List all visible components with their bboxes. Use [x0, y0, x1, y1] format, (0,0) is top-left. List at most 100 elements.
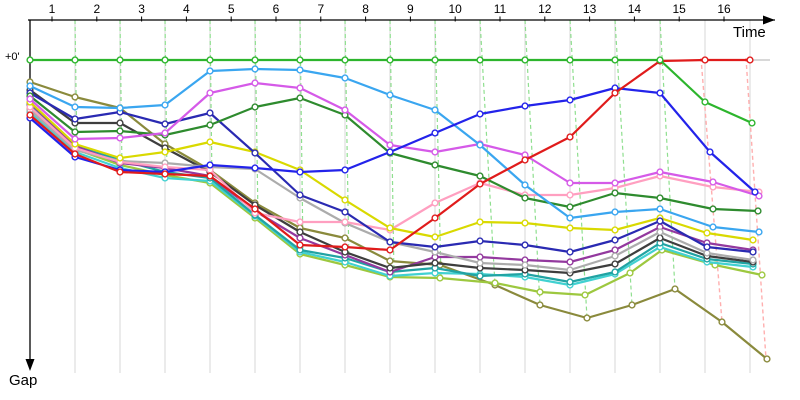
series-marker-yellow-green [758, 271, 766, 279]
x-tick-label: 11 [493, 2, 507, 16]
series-marker-red [251, 205, 259, 213]
series-marker-blue [386, 148, 394, 156]
series-marker-yellow [476, 218, 484, 226]
series-marker-blue [431, 129, 439, 137]
series-marker-yellow [386, 224, 394, 232]
series-marker-silver [656, 228, 664, 236]
series-marker-dark-gray [656, 234, 664, 242]
series-marker-violet [566, 179, 574, 187]
series-marker-leader-green [748, 119, 756, 127]
series-marker-violet [71, 135, 79, 143]
series-marker-violet [116, 134, 124, 142]
series-marker-forest-green [521, 194, 529, 202]
series-marker-sky-blue [116, 104, 124, 112]
series-marker-forest-green [206, 121, 214, 129]
series-marker-forest-green [656, 194, 664, 202]
x-tick-label: 12 [538, 2, 552, 16]
series-marker-leader-green [566, 56, 574, 64]
series-marker-red [476, 180, 484, 188]
series-marker-leader-green [431, 56, 439, 64]
series-marker-yellow [206, 138, 214, 146]
x-tick-label: 4 [183, 2, 190, 16]
series-marker-purple [566, 258, 574, 266]
series-marker-sky-blue [296, 66, 304, 74]
series-marker-olive [71, 93, 79, 101]
series-marker-navy [296, 191, 304, 199]
series-marker-red [431, 214, 439, 222]
series-marker-forest-green [566, 203, 574, 211]
series-marker-pink [431, 199, 439, 207]
series-marker-silver [566, 266, 574, 274]
series-marker-navy [703, 243, 711, 251]
series-marker-forest-green [709, 205, 717, 213]
series-marker-sky-blue [566, 214, 574, 222]
series-marker-yellow [116, 154, 124, 162]
series-marker-sky-blue [341, 74, 349, 82]
series-marker-pink [341, 218, 349, 226]
series-marker-leader-green [521, 56, 529, 64]
series-marker-teal [476, 272, 484, 280]
series-marker-teal [566, 278, 574, 286]
series-marker-blue [656, 89, 664, 97]
series-marker-leader-green [611, 56, 619, 64]
series-marker-forest-green [251, 103, 259, 111]
series-marker-yellow [611, 226, 619, 234]
series-marker-silver [611, 252, 619, 260]
series-marker-forest-green [116, 127, 124, 135]
series-marker-navy [71, 115, 79, 123]
x-tick-label: 14 [627, 2, 642, 16]
series-marker-dark-gray [296, 228, 304, 236]
series-marker-blue [206, 161, 214, 169]
series-marker-red [521, 156, 529, 164]
series-marker-leader-green [656, 56, 664, 64]
series-marker-violet [341, 106, 349, 114]
series-marker-red [341, 243, 349, 251]
series-marker-silver [749, 256, 757, 264]
series-marker-blue [476, 110, 484, 118]
series-marker-violet [26, 95, 34, 103]
x-tick-label: 16 [717, 2, 731, 16]
series-marker-navy [611, 236, 619, 244]
x-tick-label: 2 [93, 2, 101, 16]
series-marker-navy [476, 237, 484, 245]
series-marker-leader-green [71, 56, 79, 64]
series-marker-red [386, 246, 394, 254]
series-marker-sky-blue [161, 101, 169, 109]
series-marker-silver [703, 249, 711, 257]
series-marker-red [26, 111, 34, 119]
series-marker-dark-gray [116, 119, 124, 127]
series-marker-violet [251, 79, 259, 87]
series-marker-navy [161, 120, 169, 128]
x-tick-label: 9 [407, 2, 414, 16]
series-marker-leader-green [341, 56, 349, 64]
series-marker-navy [206, 109, 214, 117]
x-axis-title: Time [733, 24, 766, 41]
series-line-forest-green [29, 95, 759, 213]
series-marker-yellow-green [581, 291, 589, 299]
series-marker-pink [566, 191, 574, 199]
x-tick-label: 8 [362, 2, 369, 16]
series-marker-sky-blue [656, 205, 664, 213]
x-tick-label: 7 [317, 2, 325, 16]
series-marker-blue [521, 102, 529, 110]
series-marker-purple [476, 253, 484, 261]
x-tick-label: 13 [582, 2, 597, 16]
series-marker-sky-blue [71, 103, 79, 111]
series-marker-silver [476, 259, 484, 267]
y-axis-title: Gap [9, 372, 38, 389]
series-marker-yellow-green [536, 288, 544, 296]
series-marker-red [296, 241, 304, 249]
series-marker-red [71, 150, 79, 158]
series-marker-red [161, 170, 169, 178]
series-marker-dark-gray [431, 259, 439, 267]
series-marker-sky-blue [611, 208, 619, 216]
series-marker-violet [206, 89, 214, 97]
series-marker-blue [251, 164, 259, 172]
leader-lap-line-green [164, 19, 168, 179]
leader-lap-line-green [524, 19, 541, 306]
zero-gap-label: +0' [5, 51, 20, 63]
series-marker-leader-green [116, 56, 124, 64]
x-tick-label: 6 [272, 2, 280, 16]
leader-lap-line-green [659, 19, 676, 290]
